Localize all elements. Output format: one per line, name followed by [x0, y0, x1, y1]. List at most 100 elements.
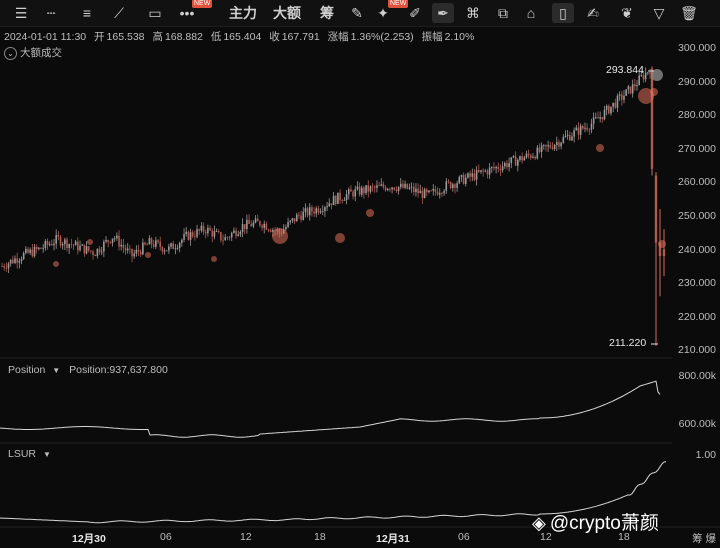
candle-body	[83, 244, 86, 254]
candle-body	[406, 183, 409, 189]
candle-body	[514, 156, 517, 166]
candle-body	[31, 249, 34, 257]
toolbar-main-force-button[interactable]: 主力	[229, 5, 257, 21]
candle-body	[126, 248, 129, 251]
candle-body	[142, 242, 144, 255]
candle-body	[235, 230, 237, 237]
candle-body	[350, 189, 352, 192]
candle-body	[614, 102, 617, 108]
candle-body	[321, 211, 324, 212]
candle-body	[27, 248, 29, 253]
watermark-text: @crypto萧颜	[549, 513, 659, 534]
candle-body	[376, 185, 378, 188]
candle-body	[248, 219, 250, 224]
candle-body	[300, 215, 302, 220]
candle-body	[239, 231, 242, 235]
candle-body	[243, 224, 246, 230]
candle-body	[493, 167, 495, 169]
toolbar-pen-icon[interactable]: ✒	[432, 3, 454, 23]
toolbar-chart-edit-icon[interactable]: ✎	[351, 5, 363, 21]
time-tick-label: 12月30	[72, 533, 106, 545]
candle-body	[339, 192, 341, 201]
candle-body	[597, 117, 599, 119]
toolbar-copy-icon[interactable]: ⧉	[498, 5, 508, 21]
candle-body	[250, 223, 253, 227]
candle-body	[636, 84, 638, 87]
toolbar-trash-icon[interactable]: 🗑	[680, 5, 698, 21]
dropdown-icon[interactable]: ▼	[52, 366, 61, 375]
candle-body	[196, 229, 198, 237]
candle-body	[159, 241, 162, 248]
position-panel-name: Position	[8, 364, 46, 376]
candle-body	[610, 106, 612, 114]
candle-body	[575, 127, 578, 131]
candle-body	[410, 186, 413, 188]
toolbar-large-order-button[interactable]: 大额	[273, 5, 301, 21]
time-tick-label: 12月31	[376, 533, 410, 545]
candle-body	[530, 155, 532, 158]
large-order-marker	[596, 144, 604, 152]
candle-body	[642, 75, 645, 80]
toolbar-brush-icon[interactable]: ❦	[621, 5, 633, 21]
candle-body	[74, 241, 77, 246]
candle-body	[291, 218, 294, 221]
price-tick-label: 220.000	[678, 310, 716, 323]
candle-body	[68, 244, 70, 248]
candle-body	[373, 186, 376, 188]
candle-body	[447, 181, 450, 183]
toolbar-chips-button[interactable]: 筹	[320, 5, 334, 21]
position-panel-header[interactable]: Position ▼ Position:937,637.800	[8, 364, 168, 376]
candle-body	[454, 184, 456, 188]
price-tick-label: 300.000	[678, 42, 716, 54]
toolbar-trend-icon[interactable]: ⟋	[114, 5, 124, 21]
candle-body	[298, 214, 300, 216]
toolbar-magnet-icon[interactable]: ⌘	[466, 5, 480, 21]
candle-body	[200, 225, 203, 231]
candle-body	[525, 153, 528, 158]
volume-indicator[interactable]: ⌄ 大额成交	[4, 45, 62, 60]
candle-body	[590, 123, 593, 130]
candle-body	[269, 230, 272, 232]
candle-body	[105, 239, 107, 242]
candle-body	[116, 235, 118, 239]
candle-body	[18, 260, 21, 263]
large-order-marker	[366, 209, 374, 217]
candle-body	[553, 145, 556, 149]
candle-body	[428, 190, 430, 193]
candle-body	[415, 188, 417, 193]
toolbar-rect-icon[interactable]: ▭	[148, 5, 162, 21]
candle-body	[107, 239, 109, 242]
toolbar-more-icon[interactable]: ••• NEW	[179, 0, 213, 21]
candle-body	[358, 186, 361, 195]
candle-body	[79, 245, 81, 251]
candle-body	[519, 156, 521, 160]
candle-body	[423, 189, 426, 199]
lsur-panel-header[interactable]: LSUR ▼	[8, 448, 51, 460]
candle-body	[532, 156, 534, 158]
toolbar-menu-icon[interactable]: ☰	[14, 5, 28, 21]
candle-body	[20, 259, 23, 261]
candle-body	[480, 170, 482, 172]
candle-body	[486, 170, 489, 175]
candle-body	[161, 247, 164, 252]
candle-body	[640, 75, 643, 77]
collapse-icon[interactable]: ⌄	[4, 47, 17, 60]
candle-body	[545, 144, 547, 147]
toolbar-note-icon[interactable]: ✍	[587, 5, 599, 21]
candle-body	[261, 225, 263, 228]
candle-body	[72, 244, 75, 246]
candle-body	[211, 230, 214, 237]
candle-body	[595, 117, 597, 119]
toolbar-hline-icon[interactable]: ┄	[46, 5, 56, 21]
candle-body	[189, 232, 192, 240]
candle-body	[53, 243, 55, 246]
candle-body	[445, 181, 448, 191]
toolbar-lock-icon[interactable]: ⌂	[526, 5, 536, 21]
toolbar-lines-icon[interactable]: ≡	[82, 5, 92, 21]
toolbar-ruler-icon[interactable]: ✐	[409, 5, 421, 21]
toolbar-ai-icon[interactable]: ✦ NEW	[377, 0, 409, 21]
dropdown-icon[interactable]: ▼	[42, 450, 51, 459]
toolbar-filter-icon[interactable]: ▽	[653, 5, 665, 21]
toolbar-layout-icon[interactable]: ▯	[552, 3, 574, 23]
